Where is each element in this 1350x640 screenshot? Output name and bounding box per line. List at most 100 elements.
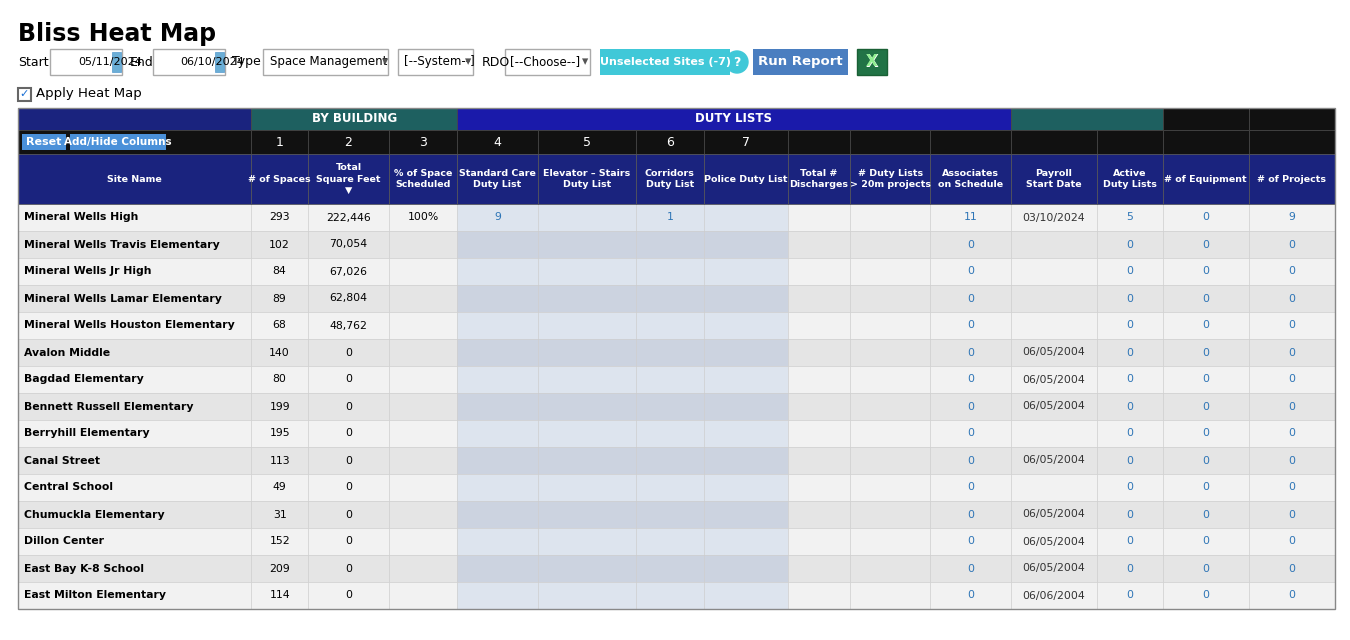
Bar: [18, 108, 1335, 609]
Bar: [850, 393, 930, 420]
Bar: [705, 339, 788, 366]
Text: 0: 0: [1288, 456, 1296, 465]
Text: Unselected Sites (-7): Unselected Sites (-7): [599, 57, 730, 67]
Bar: [930, 528, 1011, 555]
Bar: [788, 501, 850, 528]
Bar: [389, 528, 458, 555]
Text: 11: 11: [964, 212, 977, 223]
Bar: [1249, 582, 1335, 609]
Bar: [705, 474, 788, 501]
Bar: [788, 154, 850, 204]
Bar: [1096, 474, 1162, 501]
Bar: [788, 555, 850, 582]
Bar: [1011, 501, 1096, 528]
Bar: [788, 582, 850, 609]
Bar: [930, 285, 1011, 312]
Text: 0: 0: [1203, 294, 1210, 303]
Bar: [1162, 258, 1249, 285]
Bar: [705, 582, 788, 609]
Bar: [458, 154, 537, 204]
Bar: [1162, 231, 1249, 258]
Bar: [458, 555, 537, 582]
Bar: [705, 312, 788, 339]
Bar: [458, 528, 537, 555]
Text: Apply Heat Map: Apply Heat Map: [36, 88, 142, 100]
Text: 0: 0: [967, 401, 973, 412]
Text: Police Duty List: Police Duty List: [705, 175, 787, 184]
Text: 0: 0: [1203, 212, 1210, 223]
Bar: [1249, 420, 1335, 447]
Text: 06/10/2024: 06/10/2024: [180, 57, 244, 67]
Bar: [458, 582, 537, 609]
Bar: [1096, 528, 1162, 555]
Bar: [251, 285, 308, 312]
Bar: [537, 130, 636, 154]
Bar: [308, 474, 389, 501]
Bar: [930, 258, 1011, 285]
Text: 0: 0: [967, 348, 973, 358]
Bar: [251, 108, 458, 130]
Text: 06/05/2004: 06/05/2004: [1022, 456, 1085, 465]
Text: 0: 0: [1126, 591, 1133, 600]
Text: 102: 102: [269, 239, 290, 250]
Bar: [1249, 339, 1335, 366]
Text: RDO: RDO: [482, 56, 510, 68]
Bar: [1162, 393, 1249, 420]
Bar: [636, 339, 705, 366]
Bar: [389, 154, 458, 204]
Bar: [788, 528, 850, 555]
Bar: [389, 393, 458, 420]
Bar: [18, 339, 251, 366]
Text: 0: 0: [967, 429, 973, 438]
Bar: [1249, 108, 1335, 130]
Bar: [458, 339, 537, 366]
Bar: [636, 285, 705, 312]
Text: 0: 0: [346, 401, 352, 412]
Bar: [850, 204, 930, 231]
Bar: [458, 393, 537, 420]
Bar: [636, 204, 705, 231]
Bar: [1162, 555, 1249, 582]
Bar: [389, 285, 458, 312]
Bar: [1011, 528, 1096, 555]
Bar: [1249, 366, 1335, 393]
Bar: [18, 258, 251, 285]
Text: BY BUILDING: BY BUILDING: [312, 113, 397, 125]
Bar: [636, 366, 705, 393]
Bar: [705, 393, 788, 420]
Bar: [788, 258, 850, 285]
Bar: [1162, 108, 1249, 130]
Text: 0: 0: [1288, 509, 1296, 520]
Bar: [1249, 474, 1335, 501]
Text: 0: 0: [1203, 509, 1210, 520]
Bar: [308, 555, 389, 582]
Bar: [1011, 154, 1096, 204]
Bar: [537, 204, 636, 231]
Bar: [458, 285, 537, 312]
Text: Mineral Wells Travis Elementary: Mineral Wells Travis Elementary: [24, 239, 220, 250]
Bar: [705, 528, 788, 555]
Bar: [18, 528, 251, 555]
Bar: [308, 582, 389, 609]
Bar: [705, 420, 788, 447]
Bar: [1096, 555, 1162, 582]
Bar: [389, 447, 458, 474]
Text: Space Management: Space Management: [270, 56, 387, 68]
Bar: [850, 366, 930, 393]
Text: Site Name: Site Name: [108, 175, 162, 184]
Text: 0: 0: [1203, 483, 1210, 493]
Bar: [857, 49, 887, 75]
Bar: [537, 420, 636, 447]
Text: 0: 0: [1126, 536, 1133, 547]
Text: Reset: Reset: [26, 137, 62, 147]
Bar: [308, 420, 389, 447]
Bar: [537, 555, 636, 582]
Bar: [1162, 130, 1249, 154]
Text: 06/05/2004: 06/05/2004: [1022, 509, 1085, 520]
Bar: [458, 447, 537, 474]
Text: 0: 0: [967, 591, 973, 600]
Bar: [251, 258, 308, 285]
Text: # of Spaces: # of Spaces: [248, 175, 310, 184]
Bar: [850, 258, 930, 285]
Text: 4: 4: [494, 136, 501, 148]
